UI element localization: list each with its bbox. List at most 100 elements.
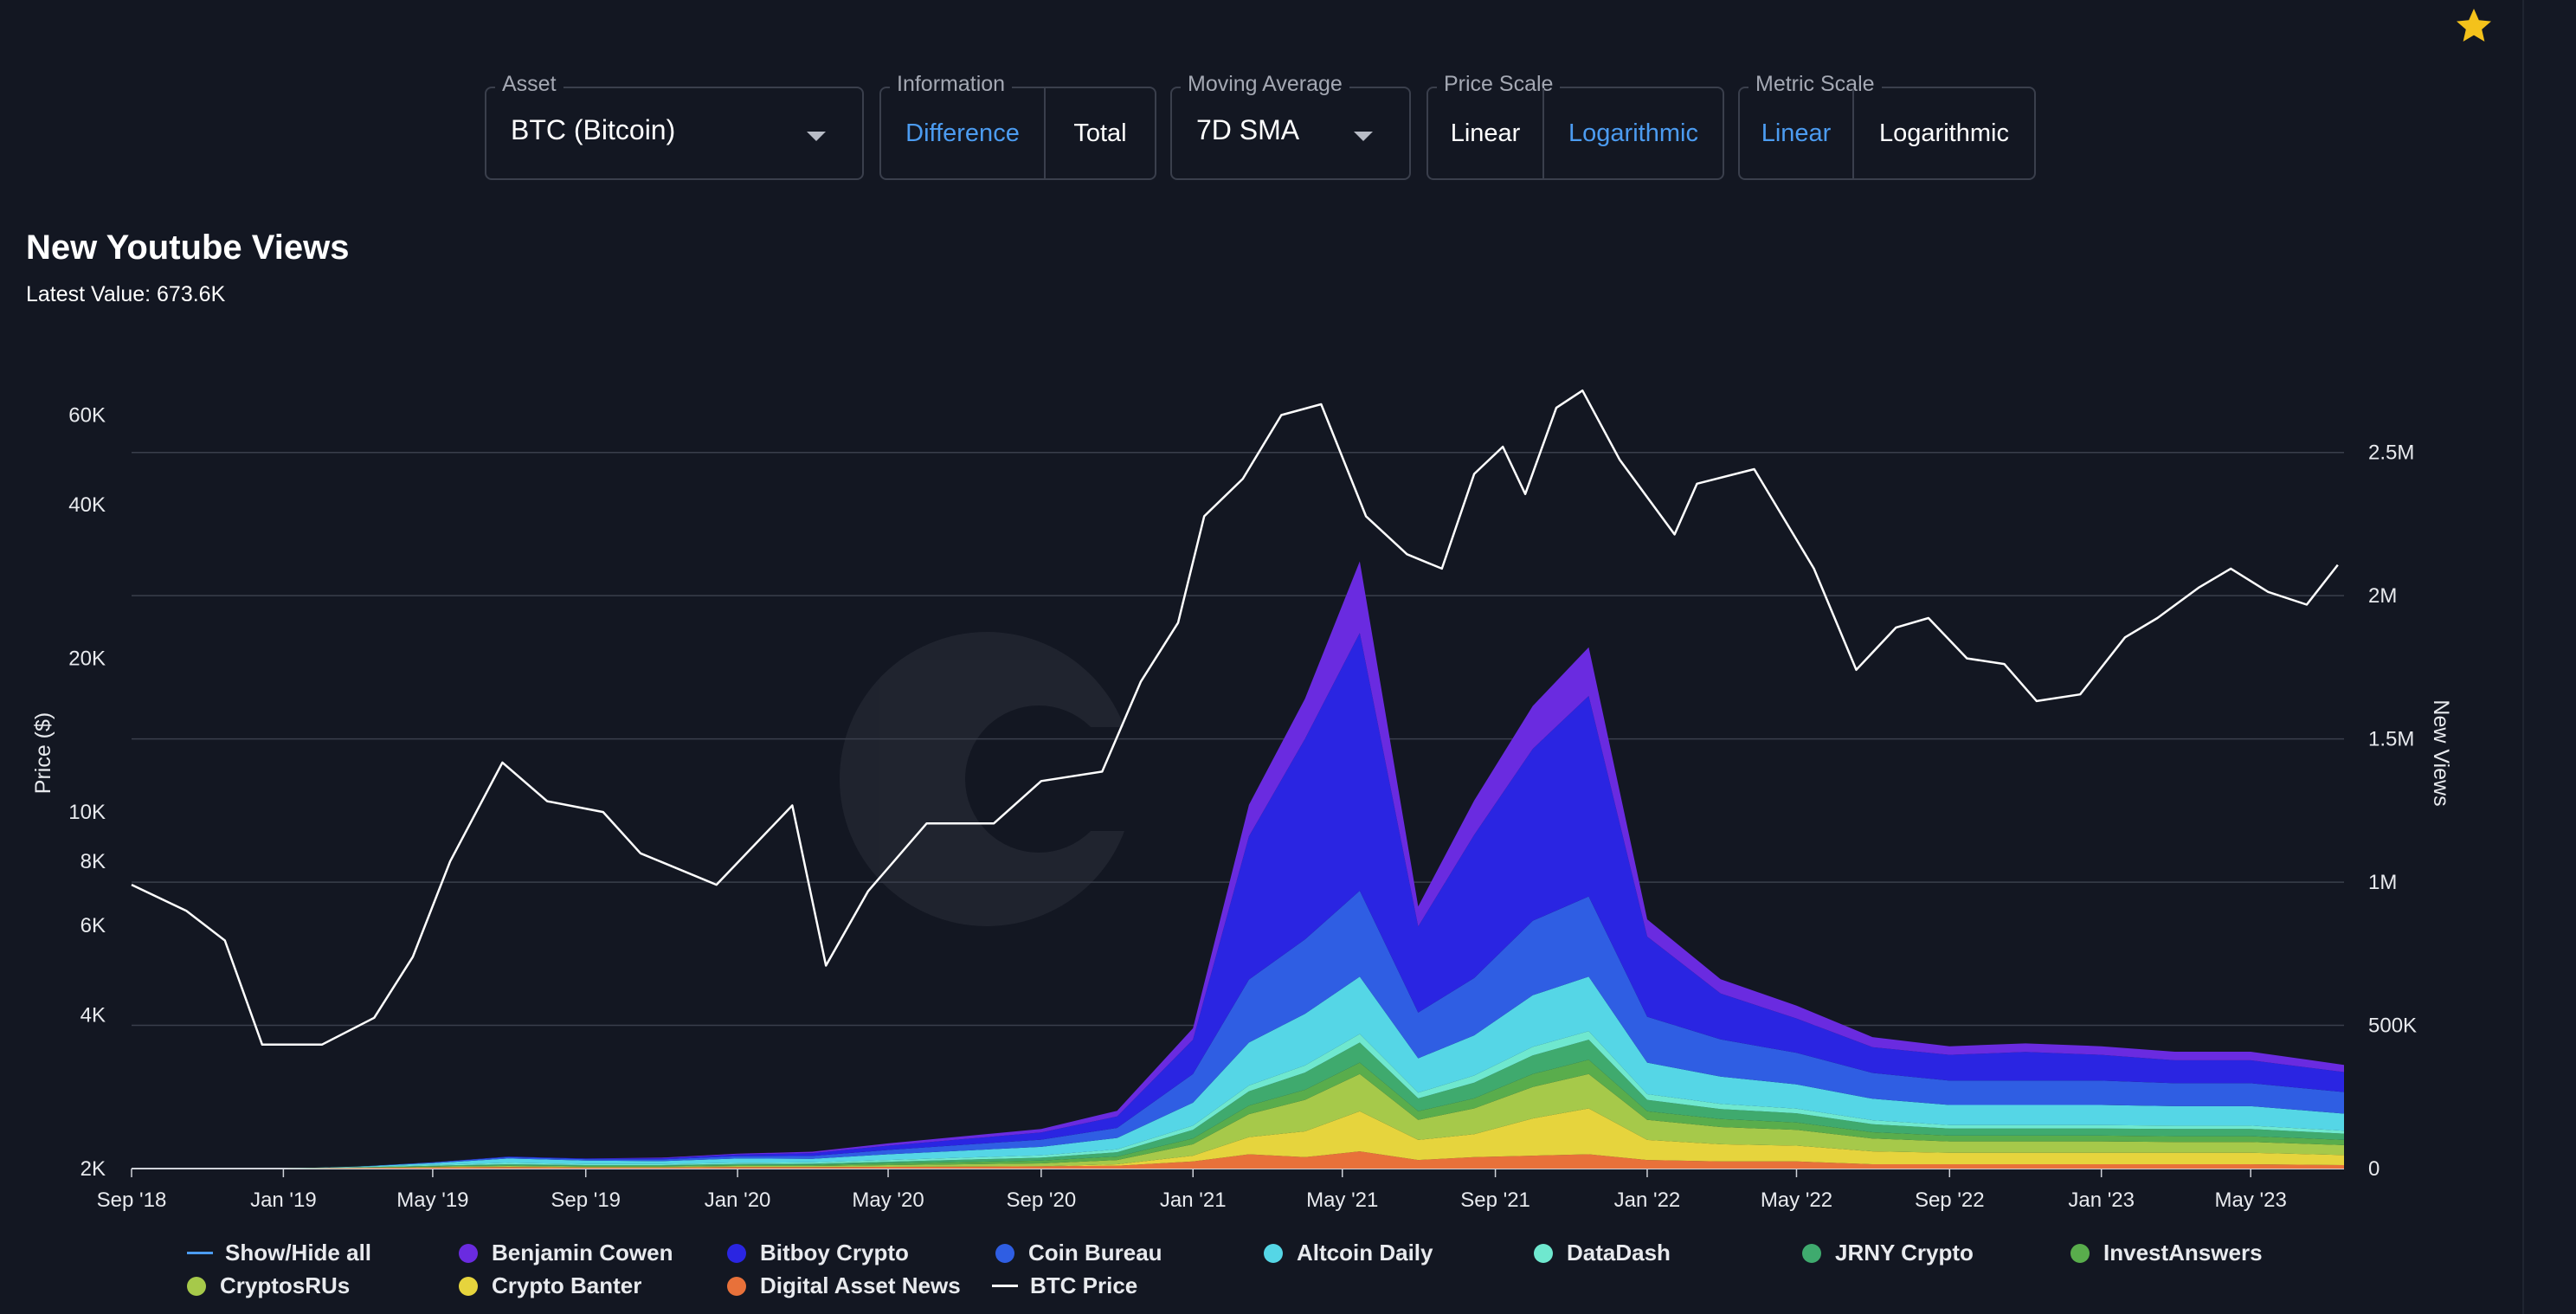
segment-divider (1852, 88, 1854, 178)
moving-average-legend: Moving Average (1181, 71, 1349, 97)
x-tick-label: Jan '20 (705, 1188, 771, 1212)
latest-value: Latest Value: 673.6K (26, 282, 226, 306)
x-tick-label: Jan '23 (2068, 1188, 2135, 1212)
legend-label: Coin Bureau (1028, 1240, 1162, 1266)
y-left-tick-label: 6K (80, 914, 106, 937)
color-dot-icon (995, 1243, 1014, 1263)
y-axis-right-title: New Views (2429, 699, 2453, 806)
x-tick-label: Sep '20 (1007, 1188, 1077, 1212)
legend-item-altcoin-daily[interactable]: Altcoin Daily (1264, 1240, 1433, 1266)
asset-legend: Asset (495, 71, 564, 97)
area-cryptosrus (132, 1073, 2344, 1169)
axis-ticks: 2K 4K 6K 8K 10K 20K 40K 60K 0 500K 1M 1.5M 2M 2.5M Sep… (68, 403, 2417, 1212)
x-tick-label: Sep '19 (551, 1188, 621, 1212)
segment-divider (1044, 88, 1046, 178)
metric-scale-toggle: Metric Scale Linear Logarithmic (1738, 71, 2036, 180)
area-coin-bureau (132, 891, 2344, 1169)
y-left-tick-label: 8K (80, 850, 106, 873)
area-investanswers (132, 1060, 2344, 1169)
legend-item-digital-asset-news[interactable]: Digital Asset News (727, 1272, 961, 1299)
y-right-tick-label: 500K (2368, 1014, 2417, 1038)
btc-price-line-layer (131, 389, 2339, 1047)
color-dot-icon (459, 1243, 478, 1263)
watermark-logo (840, 632, 1151, 926)
color-dot-icon (1264, 1243, 1283, 1263)
legend-show-hide-all[interactable]: Show/Hide all (187, 1240, 371, 1266)
information-total-button[interactable]: Total (1073, 119, 1127, 147)
stacked-areas (132, 561, 2344, 1169)
legend-label: JRNY Crypto (1835, 1240, 1974, 1266)
metric-scale-legend: Metric Scale (1748, 71, 1882, 97)
chevron-down-icon (1354, 132, 1373, 141)
color-dot-icon (1802, 1243, 1821, 1263)
legend-label: DataDash (1567, 1240, 1671, 1266)
y-right-tick-label: 1.5M (2368, 728, 2414, 751)
metric-scale-logarithmic-button[interactable]: Logarithmic (1879, 119, 2009, 147)
favorite-star-icon[interactable] (2453, 5, 2495, 47)
y-axis-left-title: Price ($) (31, 712, 55, 794)
price-scale-linear-button[interactable]: Linear (1450, 119, 1521, 147)
asset-select[interactable]: Asset BTC (Bitcoin) (485, 71, 864, 180)
legend-label: Benjamin Cowen (492, 1240, 673, 1266)
legend-label: Altcoin Daily (1297, 1240, 1433, 1266)
area-digital-asset-news (132, 1151, 2344, 1169)
moving-average-value: 7D SMA (1196, 114, 1300, 145)
legend: Show/Hide all Benjamin Cowen Bitboy Cryp… (0, 1240, 2576, 1309)
area-jrny-crypto (132, 1040, 2344, 1169)
y-right-tick-label: 2M (2368, 584, 2397, 608)
y-left-tick-label: 4K (80, 1004, 106, 1027)
legend-label: CryptosRUs (220, 1272, 351, 1298)
legend-item-benjamin-cowen[interactable]: Benjamin Cowen (459, 1240, 673, 1266)
price-scale-legend: Price Scale (1437, 71, 1561, 97)
y-left-tick-label: 10K (68, 801, 106, 824)
x-tick-label: Sep '18 (97, 1188, 167, 1212)
page-scrollbar[interactable] (2522, 0, 2576, 1314)
legend-item-bitboy-crypto[interactable]: Bitboy Crypto (727, 1240, 909, 1266)
legend-item-investanswers[interactable]: InvestAnswers (2070, 1240, 2263, 1266)
x-tick-label: Sep '22 (1915, 1188, 1985, 1212)
x-tick-label: Jan '21 (1160, 1188, 1227, 1212)
legend-label: Bitboy Crypto (760, 1240, 909, 1266)
color-dot-icon (2070, 1243, 2090, 1263)
x-tick-label: May '22 (1761, 1188, 1832, 1212)
y-right-tick-label: 1M (2368, 871, 2397, 894)
y-right-tick-label: 2.5M (2368, 441, 2414, 465)
legend-label: Crypto Banter (492, 1272, 642, 1298)
legend-item-btc-price[interactable]: BTC Price (992, 1272, 1137, 1299)
information-legend: Information (890, 71, 1013, 97)
area-crypto-banter (132, 1108, 2344, 1169)
y-left-tick-label: 20K (68, 647, 106, 671)
x-tick-label: May '20 (852, 1188, 924, 1212)
legend-item-coin-bureau[interactable]: Coin Bureau (995, 1240, 1162, 1266)
segment-divider (1542, 88, 1544, 178)
moving-average-select[interactable]: Moving Average 7D SMA (1170, 71, 1411, 180)
legend-item-jrny-crypto[interactable]: JRNY Crypto (1802, 1240, 1974, 1266)
price-scale-logarithmic-button[interactable]: Logarithmic (1568, 119, 1698, 147)
color-dot-icon (1534, 1243, 1553, 1263)
x-tick-label: Sep '21 (1460, 1188, 1530, 1212)
x-tick-label: May '21 (1306, 1188, 1378, 1212)
color-dot-icon (727, 1243, 746, 1263)
color-dot-icon (187, 1276, 206, 1296)
legend-item-cryptosrus[interactable]: CryptosRUs (187, 1272, 350, 1299)
price-scale-toggle: Price Scale Linear Logarithmic (1426, 71, 1724, 180)
y-left-tick-label: 60K (68, 403, 106, 427)
legend-label: Digital Asset News (760, 1272, 961, 1298)
y-left-tick-label: 2K (80, 1157, 106, 1181)
information-difference-button[interactable]: Difference (905, 119, 1020, 147)
y-left-tick-label: 40K (68, 493, 106, 517)
x-tick-label: May '19 (396, 1188, 468, 1212)
information-toggle: Information Difference Total (879, 71, 1156, 180)
x-tick-label: Jan '22 (1614, 1188, 1681, 1212)
chart-title: New Youtube Views (26, 229, 350, 267)
btc-price-line (131, 389, 2339, 1047)
metric-scale-linear-button[interactable]: Linear (1761, 119, 1832, 147)
line-icon (187, 1252, 213, 1254)
chevron-down-icon (807, 132, 826, 141)
area-altcoin-daily (132, 976, 2344, 1169)
legend-item-datadash[interactable]: DataDash (1534, 1240, 1671, 1266)
legend-item-crypto-banter[interactable]: Crypto Banter (459, 1272, 641, 1299)
asset-value: BTC (Bitcoin) (511, 114, 676, 145)
chart[interactable]: 2K 4K 6K 8K 10K 20K 40K 60K 0 500K 1M 1.5M 2M 2.5M Sep… (0, 0, 2576, 1238)
area-bitboy-crypto (132, 633, 2344, 1169)
